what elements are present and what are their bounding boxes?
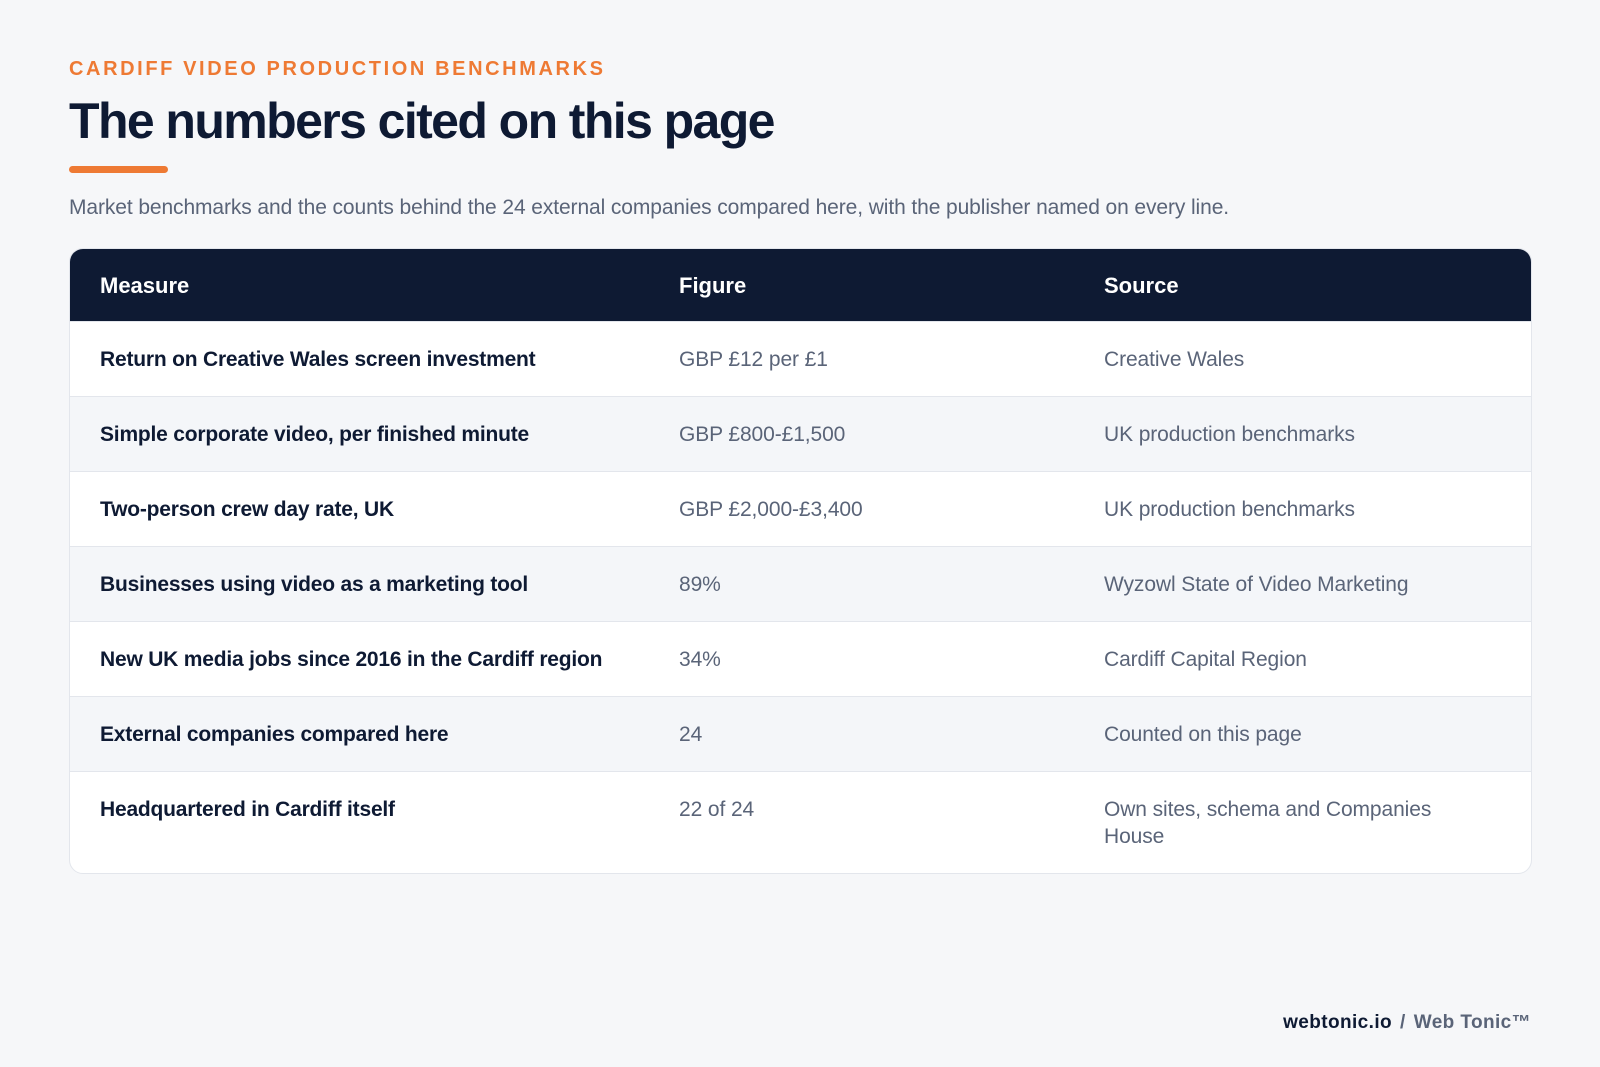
footer-separator: / bbox=[1400, 1012, 1406, 1033]
measure-cell: Headquartered in Cardiff itself bbox=[100, 798, 395, 821]
measure-cell: Return on Creative Wales screen investme… bbox=[100, 348, 536, 371]
measure-cell: External companies compared here bbox=[100, 723, 449, 746]
figure-cell: GBP £800-£1,500 bbox=[679, 423, 846, 446]
figure-cell: 24 bbox=[679, 723, 703, 746]
figure-cell: GBP £2,000-£3,400 bbox=[679, 498, 863, 521]
measure-cell: Businesses using video as a marketing to… bbox=[100, 573, 529, 596]
measure-cell: Simple corporate video, per finished min… bbox=[100, 423, 529, 446]
page-title: The numbers cited on this page bbox=[69, 93, 775, 149]
footer-domain: webtonic.io bbox=[1283, 1012, 1393, 1033]
source-cell: Cardiff Capital Region bbox=[1104, 648, 1307, 671]
figure-cell: GBP £12 per £1 bbox=[679, 348, 828, 371]
table-row: Two-person crew day rate, UK GBP £2,000-… bbox=[70, 471, 1531, 546]
source-cell: UK production benchmarks bbox=[1104, 423, 1355, 446]
title-accent-bar bbox=[69, 166, 168, 173]
page-subtitle: Market benchmarks and the counts behind … bbox=[69, 196, 1230, 219]
table-row: External companies compared here 24 Coun… bbox=[70, 696, 1531, 771]
table-row: New UK media jobs since 2016 in the Card… bbox=[70, 621, 1531, 696]
figure-cell: 89% bbox=[679, 573, 721, 596]
table-row: Headquartered in Cardiff itself 22 of 24… bbox=[70, 771, 1531, 873]
column-header-figure: Figure bbox=[679, 272, 747, 298]
eyebrow-label: CARDIFF VIDEO PRODUCTION BENCHMARKS bbox=[69, 58, 606, 80]
measure-cell: New UK media jobs since 2016 in the Card… bbox=[100, 648, 603, 671]
source-cell: Counted on this page bbox=[1104, 723, 1302, 746]
source-cell: UK production benchmarks bbox=[1104, 498, 1355, 521]
table-row: Simple corporate video, per finished min… bbox=[70, 396, 1531, 471]
footer-brand: Web Tonic™ bbox=[1413, 1012, 1531, 1033]
source-cell: Own sites, schema and Companies House bbox=[1104, 798, 1432, 848]
column-header-measure: Measure bbox=[100, 272, 190, 298]
table-row: Return on Creative Wales screen investme… bbox=[70, 321, 1531, 396]
source-cell: Creative Wales bbox=[1104, 348, 1245, 371]
figure-cell: 22 of 24 bbox=[679, 798, 755, 821]
table-row: Businesses using video as a marketing to… bbox=[70, 546, 1531, 621]
table-header-row: Measure Figure Source bbox=[70, 249, 1531, 321]
source-cell: Wyzowl State of Video Marketing bbox=[1104, 573, 1409, 596]
column-header-source: Source bbox=[1104, 272, 1179, 298]
figure-cell: 34% bbox=[679, 648, 721, 671]
benchmarks-table: Measure Figure Source Return on Creative… bbox=[69, 248, 1532, 874]
footer-credit: webtonic.io / Web Tonic™ bbox=[1283, 1012, 1531, 1034]
measure-cell: Two-person crew day rate, UK bbox=[100, 498, 394, 521]
